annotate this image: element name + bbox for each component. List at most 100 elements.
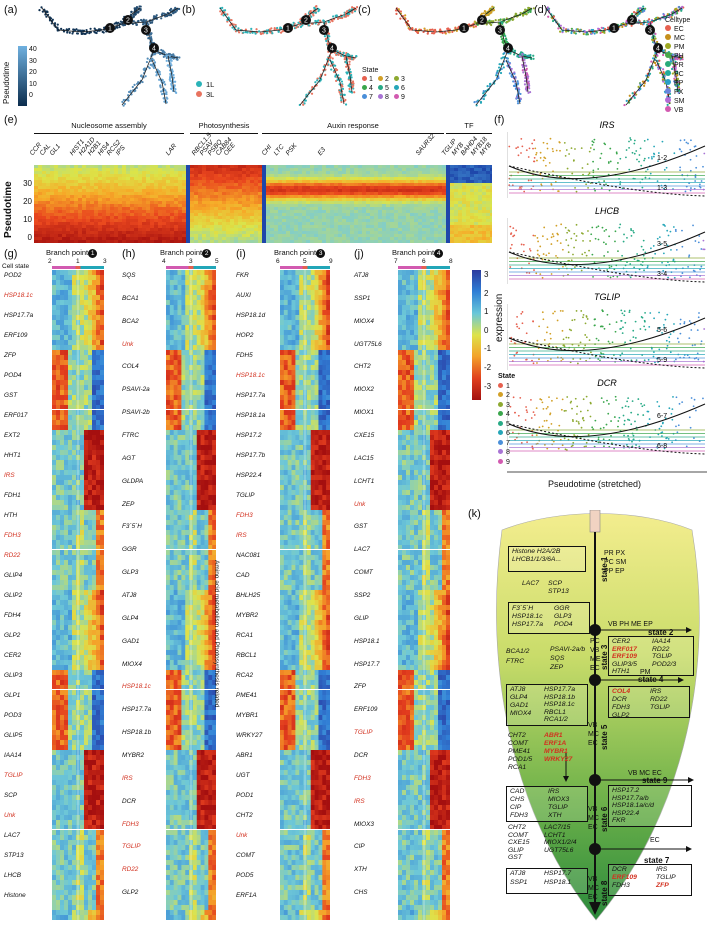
branch-title-text: Branch point [46, 248, 89, 257]
k-gene: ERF109 [612, 653, 637, 660]
gene-label: MIOX1 [354, 409, 374, 417]
branch-point-number: 2 [304, 18, 308, 25]
k-gene: ZEP [550, 664, 564, 671]
k-celltype: EC [590, 665, 600, 672]
gene-label: FDH4 [4, 612, 21, 619]
gene-label: E3 [316, 146, 328, 157]
panel-label-e: (e) [4, 114, 18, 126]
legend-dot [394, 94, 399, 99]
branch-heatmap [166, 270, 216, 920]
axis-state: 4 [162, 258, 166, 265]
gene-label: GLIP4 [4, 572, 23, 579]
gene-label: HSP18.1d [236, 312, 266, 319]
legend-celltype: Celltype EC MC PM PH PR PC PP PX SM VB [665, 16, 690, 115]
gene-label: MYBR1 [236, 712, 259, 719]
legend-entry: 6 [394, 84, 410, 93]
gene-label: COMT [236, 852, 255, 859]
legend-label: VB [674, 107, 684, 114]
legend-dot [196, 81, 202, 87]
k-gene: Histone H2A/2B [512, 548, 561, 555]
k-gene: CAD [510, 788, 525, 795]
legend-dot [498, 382, 503, 388]
k-gene: SSP1 [510, 879, 528, 886]
branch-point-marker [645, 25, 655, 35]
legend-label: 7 [506, 439, 510, 447]
gene-label: TGLIP [122, 843, 141, 851]
cell-state-bar [52, 266, 104, 269]
k-gene: RD22 [652, 645, 670, 653]
gene-label: RCA2 [236, 672, 254, 679]
gene-label: ATJ8 [122, 592, 137, 599]
trajectory-d: 1 2 3 4 [545, 5, 685, 107]
gene-label: HSP18.1 [354, 637, 380, 645]
cell-state-bar [166, 266, 216, 269]
legend-dot [665, 52, 671, 58]
k-state-vertical: state 8 [600, 880, 609, 906]
gene-label: DCR [354, 752, 368, 759]
f-expression-plots: IRS 1-2 1-3 LHCB 3-5 3-4 TGLIP 5-6 5-9 DCR 6-7 6-8 [507, 120, 707, 473]
gene-label: MIOX4 [122, 660, 142, 668]
k-gene: HSP18.1 [544, 879, 572, 886]
k-celltype: PC SM [604, 559, 627, 566]
branch-point-marker [301, 15, 311, 25]
pseudotime-colorbar [18, 46, 27, 106]
legend-entry: 4 [498, 410, 515, 420]
gene-label: WRKY27 [236, 732, 263, 739]
gene-label: ZFP [354, 683, 367, 691]
k-box-7 [608, 864, 692, 896]
k-gene: HTH1 [612, 668, 630, 675]
colorbar-tick: 3 [484, 270, 489, 279]
legend-label: 9 [401, 94, 405, 101]
colorbar-tick: 20 [29, 69, 37, 76]
axis-tick: 30 [23, 179, 32, 188]
k-gene: FDH3 [612, 882, 630, 889]
colorbar-tick: 10 [29, 80, 37, 88]
gene-label: HTH [4, 512, 18, 519]
legend-entry: 4 [362, 84, 378, 93]
legend-dot [665, 34, 671, 40]
k-gene: TGLIP [548, 804, 568, 811]
legend-entry: 3 [498, 401, 515, 411]
legend-entry: 2 [498, 391, 515, 401]
legend-label: 2 [506, 392, 510, 399]
k-gene: WRKY27 [544, 756, 573, 763]
axis-state: 6 [276, 258, 280, 265]
legend-label: 3L [206, 90, 215, 99]
gene-label: HSP17.7a [122, 706, 152, 714]
legend-dot [665, 43, 671, 49]
gene-label: GLP2 [4, 632, 21, 639]
gene-label: IRS [4, 472, 15, 479]
gene-label: FTRC [122, 432, 140, 439]
k-gene: HSP17.7a/b [612, 794, 649, 802]
gene-label: LAC7 [354, 546, 370, 554]
colorbar-tick: -1 [484, 344, 492, 354]
legend-entry: SM [665, 97, 690, 106]
legend-dot [378, 85, 383, 90]
leaf-diagram [496, 510, 700, 921]
k-gene: COMT [508, 740, 529, 747]
k-gene: IRS [656, 866, 668, 873]
k-box-6 [506, 786, 588, 822]
branch-point-number: 1 [108, 26, 112, 33]
k-celltype: EC [650, 837, 660, 844]
legend-dot [665, 25, 671, 31]
legend-tissue: 1L 3L [196, 80, 214, 100]
branch-heatmap [280, 270, 330, 920]
k-gene: RBCL1 [544, 708, 566, 716]
axis-state: 6 [422, 258, 426, 265]
gene-label: SSP2 [354, 592, 371, 599]
gene-label: FDH5 [236, 352, 253, 359]
gene-label: ERF109 [354, 706, 378, 714]
cell-state-bar [398, 266, 450, 269]
legend-entry: 3 [394, 75, 410, 84]
k-celltype: VB PH ME EP [608, 621, 653, 628]
branch-point-number: 2 [480, 18, 484, 25]
k-gene: HSP17.7a [544, 686, 575, 693]
panel-label-k: (k) [468, 508, 481, 520]
k-gene: HSP17.7a [512, 621, 543, 628]
branch-title-text: Branch point [160, 248, 203, 257]
k-gene: POD2/3 [652, 660, 677, 668]
axis-state: 3 [189, 258, 193, 265]
panel-label-f: (f) [494, 114, 505, 126]
k-gene: ERF017 [612, 645, 637, 653]
